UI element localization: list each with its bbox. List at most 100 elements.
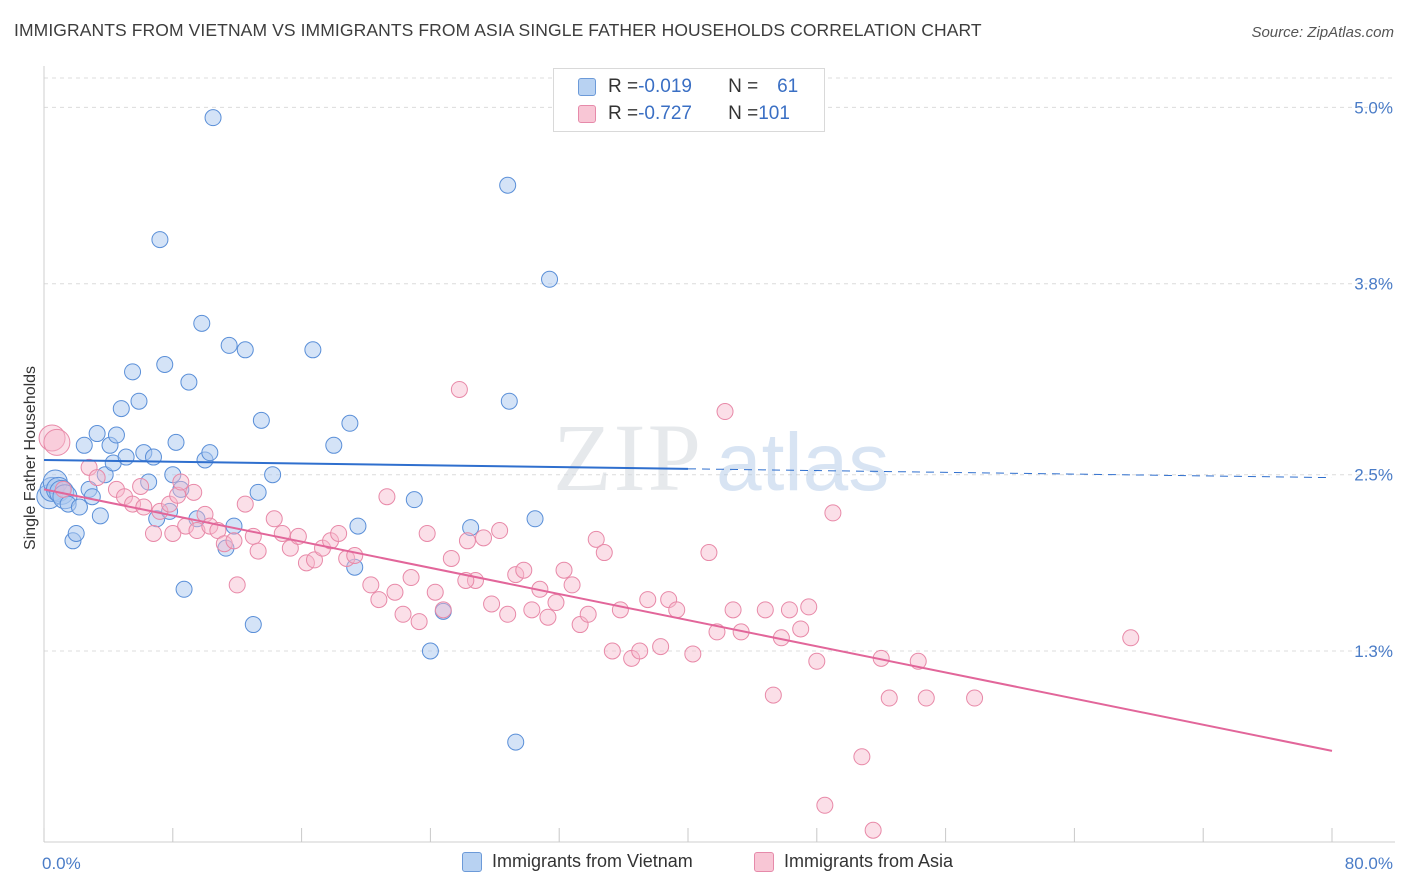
watermark: ZIP atlas [553,404,889,511]
asia-point [595,544,613,562]
vietnam-point [201,444,219,462]
vietnam-point [341,414,359,432]
asia-point [185,483,203,501]
asia-point [491,522,509,540]
asia-point [631,642,649,660]
vietnam-point [349,517,367,535]
asia-point [507,566,525,584]
asia-point [169,486,187,504]
asia-point [724,601,742,619]
asia-point [880,689,898,707]
trend-lines [43,459,1333,752]
y-tick-label: 1.3% [1354,642,1393,661]
vietnam-point [204,109,222,127]
asia-point [132,477,150,495]
y-tick-label: 2.5% [1354,466,1393,485]
asia-point [172,473,190,491]
asia-point [450,380,468,398]
vietnam-point [193,314,211,332]
source-label: Source: ZipAtlas.com [1251,24,1394,41]
vietnam-point [244,616,262,634]
vietnam-point [526,510,544,528]
asia-point [808,652,826,670]
asia-point [539,608,557,626]
asia-point [515,561,533,579]
asia-point [1122,629,1140,647]
asia-point [780,601,798,619]
vietnam-point [499,176,517,194]
vietnam-point [325,436,343,454]
vietnam-point [175,580,193,598]
vietnam-point [75,436,93,454]
y-axis-label: Single Father Households [22,366,39,550]
asia-point [756,601,774,619]
asia-point [816,796,834,814]
asia-point [265,510,283,528]
asia-point [764,686,782,704]
legend-swatch-asia [754,851,774,872]
vietnam-point [236,341,254,359]
legend-n-value: 61 [777,76,799,97]
vietnam-point [91,507,109,525]
series-legend: Immigrants from Vietnam Immigrants from … [0,851,1406,877]
legend-n-label: N = [728,103,759,124]
asia-point [144,524,162,542]
vietnam-point [107,426,125,444]
asia-point [225,532,243,550]
legend-r-value: -0.727 [638,103,692,124]
legend-item-asia[interactable]: Immigrants from Asia [754,851,953,872]
legend-swatch-asia [578,105,596,123]
asia-point [523,601,541,619]
legend-n-label: N = [728,76,759,97]
vietnam-point [264,466,282,484]
vietnam-point [144,448,162,466]
asia-point [603,642,621,660]
asia-point [684,645,702,663]
asia-point [330,524,348,542]
asia-point [587,530,605,548]
axes [43,66,1395,843]
asia-point [426,583,444,601]
ticks: 1.3% 2.5% 3.8% 5.0% 0.0% 80.0% [42,98,1393,873]
vietnam-point [462,519,480,537]
series-asia-points [38,380,1140,839]
asia-point [700,544,718,562]
vietnam-point [112,400,130,418]
asia-point [800,598,818,616]
vietnam-point [167,433,185,451]
trend-line-vietnam [43,459,689,470]
asia-point [378,488,396,506]
asia-point [164,524,182,542]
asia-point [249,542,267,560]
vietnam-point [124,363,142,381]
legend-r-value: -0.019 [638,76,692,97]
legend-row-vietnam: R = -0.019 N = 61 [578,75,798,99]
vietnam-point [220,336,238,354]
y-tick-label: 5.0% [1354,98,1393,117]
legend-row-asia: R = -0.727 N = 101 [578,102,798,126]
legend-swatch-vietnam [462,851,482,872]
asia-point [370,591,388,609]
x-tick-label: 80.0% [1345,854,1393,873]
asia-point [346,547,364,564]
asia-point [966,689,984,707]
vietnam-point [67,524,85,542]
asia-point [418,524,436,542]
series-vietnam-points [36,109,559,751]
asia-point [668,601,686,619]
asia-point [394,605,412,623]
asia-point [475,529,493,547]
vietnam-point [88,425,106,443]
asia-point [38,424,66,452]
asia-point [305,551,323,569]
asia-point [483,595,501,613]
vietnam-point [541,270,559,288]
asia-point [547,594,565,612]
vietnam-point [405,491,423,509]
vietnam-point [140,473,158,491]
asia-point [579,605,597,623]
asia-point [716,403,734,421]
legend-item-vietnam[interactable]: Immigrants from Vietnam [462,851,693,872]
trend-line-vietnam-extension [687,468,1333,479]
